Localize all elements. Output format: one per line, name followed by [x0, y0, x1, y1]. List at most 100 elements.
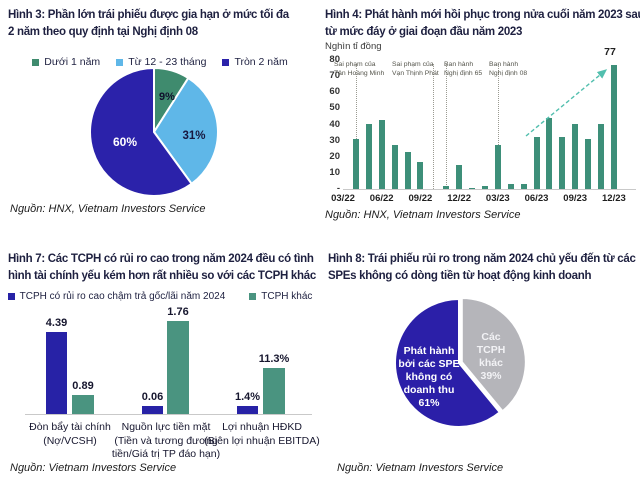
figure4-event-label-line: Tân Hoàng Minh — [334, 69, 385, 77]
figure4-bar-07-22 — [391, 145, 398, 189]
figure8-slice-label-line: Phát hành — [403, 345, 455, 357]
figure7-value-label-other-1: 1.76 — [167, 306, 189, 318]
figure7-bar-risky-1 — [142, 406, 163, 414]
figure4-bar-02-23 — [481, 186, 488, 189]
figure7-value-label-risky-1: 0.06 — [141, 391, 164, 403]
figure7-category-line: tiền/Giá trị TP đáo hạn) — [111, 448, 221, 460]
figure3-legend-item-3: Tròn 2 năm — [222, 56, 288, 68]
figure4-bar-04-23 — [507, 184, 514, 189]
figure4-title-line2: từ mức đáy ở giai đoạn đầu năm 2023 — [325, 25, 523, 38]
legend-swatch-other — [249, 293, 257, 300]
figure7-legend-item-risky: TCPH có rủi ro cao chậm trả gốc/lãi năm … — [7, 291, 225, 302]
figure4-event-line-1 — [433, 64, 435, 189]
figure3-slice-2 — [89, 66, 193, 197]
figure7-category-label-1: Nguồn lực tiền mặt (Tiền và tương đương ti… — [99, 421, 233, 462]
figure4-event-label-line: Nghị định 65 — [444, 69, 483, 77]
figure7-legend: TCPH có rủi ro cao chậm trả gốc/lãi năm … — [0, 291, 320, 302]
figure4-bar-01-23 — [469, 188, 475, 189]
figure3-pct-label-2: 60% — [112, 135, 138, 149]
figure4-event-label-2: Ban hành Nghị định 65 — [444, 61, 482, 78]
figure4-event-label-line: Sai phạm của — [392, 61, 434, 68]
figure7-source: Nguồn: Vietnam Investors Service — [10, 462, 177, 474]
figure4-title: Hình 4: Phát hành mới hồi phục trong nửa… — [325, 7, 640, 40]
figure7-category-line: Nguồn lực tiền mặt — [121, 421, 211, 433]
figure4-bar-12-23 — [610, 65, 617, 189]
figure8-title-line2: SPEs không có dòng tiền từ hoạt động kin… — [328, 269, 592, 282]
figure4-ytick-80: 80 — [329, 54, 340, 65]
figure4-event-label-line: Nghị định 08 — [489, 69, 528, 77]
figure4-xtick-09-22: 09/22 — [408, 193, 433, 204]
figure4-event-label-line: Ban hành — [489, 61, 519, 68]
figure3-legend-label-2: Từ 12 - 23 tháng — [128, 56, 207, 68]
figure4-bar-05-22 — [365, 124, 372, 189]
figure4-bar-11-22 — [443, 186, 450, 189]
figure7-title-line1: Hình 7: Các TCPH có rủi ro cao trong năm… — [8, 253, 314, 265]
figure4-bar-04-22 — [352, 139, 359, 189]
figure4-x-axis-line — [343, 189, 636, 190]
figure4-event-line-3 — [497, 64, 499, 189]
figure4-event-label-3: Ban hành Nghị định 08 — [489, 61, 527, 78]
figure4-bar-07-23 — [546, 118, 553, 189]
figure4-ytick--: - — [336, 183, 340, 194]
figure7-category-line: Lợi nhuận HĐKD — [222, 421, 302, 433]
figure3-title-line2: 2 năm theo quy định tại Nghị định 08 — [8, 25, 198, 38]
figure4-ytick-10: 10 — [329, 166, 340, 178]
figure4-xtick-03-23: 03/23 — [485, 193, 510, 204]
figure4-ytick-70: 70 — [329, 70, 340, 82]
figure4-event-line-2 — [446, 64, 448, 189]
figure4-xtick-03-22: 03/22 — [331, 193, 355, 204]
figure4-event-label-0: Sai phạm của Tân Hoàng Minh — [334, 61, 384, 78]
figure7-value-label-risky-0: 4.39 — [45, 317, 68, 329]
figure4-bar-09-23 — [572, 124, 579, 189]
figure7-bar-risky-0 — [46, 332, 67, 414]
figure3-pct-label-1: 31% — [182, 130, 206, 142]
figure4-xtick-12-23: 12/23 — [602, 193, 626, 204]
figure8-slice-label-line: khác — [479, 357, 503, 369]
figure4-event-label-1: Sai phạm của Vạn Thịnh Phát — [392, 61, 439, 78]
figure8-slice-1 — [393, 297, 502, 428]
figure7-bar-risky-2 — [237, 406, 258, 414]
figure8-panel: Hình 8: Trái phiếu rủi ro trong năm 2024… — [320, 242, 640, 484]
figure7-bar-other-1 — [167, 321, 189, 414]
figure3-legend-label-1: Dưới 1 năm — [44, 56, 101, 68]
figure4-xtick-06-22: 06/22 — [369, 193, 394, 204]
figure7-value-label-other-2: 11.3% — [258, 353, 290, 365]
figure7-bar-other-2 — [263, 368, 285, 414]
figure3-pie-chart — [89, 66, 219, 197]
figure4-bar-08-22 — [404, 152, 411, 189]
figure4-bar-08-23 — [559, 137, 566, 189]
figure7-category-line: (Biên lợi nhuận EBITDA) — [204, 434, 320, 447]
figure8-slice-label-line: doanh thu — [403, 384, 455, 396]
figure8-slice-0 — [460, 296, 527, 413]
figure8-slice-label-line: không có — [405, 371, 453, 383]
figure4-event-line-0 — [355, 64, 357, 189]
figure4-bar-05-23 — [520, 184, 527, 189]
figure8-source: Nguồn: Vietnam Investors Service — [337, 462, 504, 474]
figure3-title: Hình 3: Phần lớn trái phiếu được gia hạn… — [8, 7, 289, 40]
figure8-slice-label-1: Phát hành bởi các SPE không có doanh thu 61% — [384, 345, 474, 410]
figure4-ytick-40: 40 — [329, 118, 340, 130]
legend-swatch-navy — [222, 58, 230, 66]
figure4-bar-06-23 — [533, 137, 540, 189]
figure8-slice-label-line: 61% — [418, 397, 440, 409]
legend-swatch-risky — [7, 293, 15, 300]
figure7-x-axis-line — [25, 414, 312, 415]
figure4-bar-10-23 — [585, 139, 592, 189]
figure4-event-label-line: Sai phạm của — [334, 61, 376, 68]
figure8-slice-label-line: TCPH — [476, 344, 506, 356]
figure4-event-label-line: Ban hành — [444, 61, 474, 68]
figure4-end-value-label: 77 — [604, 46, 616, 58]
figure7-category-label-2: Lợi nhuận HĐKD (Biên lợi nhuận EBITDA) — [195, 421, 329, 448]
figure7-category-label-0: Đòn bẩy tài chính (Nợ/VCSH) — [3, 421, 137, 448]
figure3-panel: Hình 3: Phần lớn trái phiếu được gia hạn… — [0, 0, 320, 242]
figure4-bar-03-23 — [494, 145, 501, 189]
figure8-title-line1: Hình 8: Trái phiếu rủi ro trong năm 2024… — [328, 253, 636, 265]
figure4-ytick-30: 30 — [329, 134, 340, 146]
figure7-title-line2: hình tài chính yếu kém hơn rất nhiều so … — [8, 269, 316, 282]
figure4-bar-06-22 — [378, 120, 385, 189]
figure7-category-line: (Nợ/VCSH) — [43, 434, 97, 447]
figure4-xtick-09-23: 09/23 — [563, 193, 588, 204]
figure4-bar-11-23 — [598, 124, 604, 189]
figure3-legend: Dưới 1 năm Từ 12 - 23 tháng Tròn 2 năm — [0, 56, 320, 68]
